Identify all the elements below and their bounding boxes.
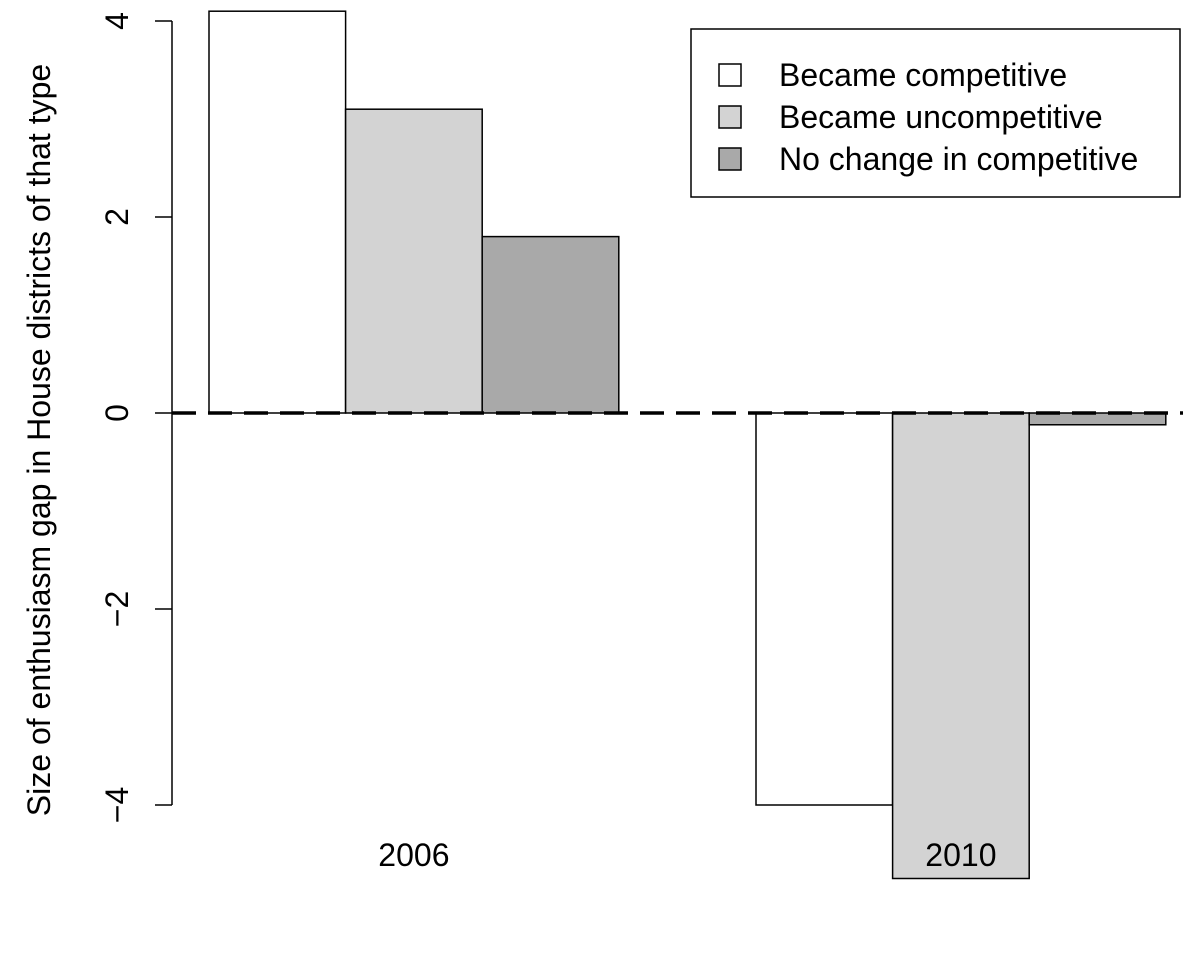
y-tick-label: −4 <box>99 787 135 823</box>
bar-2010-2 <box>1028 412 1167 426</box>
bar-2006-2 <box>481 235 620 414</box>
x-category-label: 2006 <box>378 837 449 873</box>
legend-box <box>690 28 1181 198</box>
legend-label: Became competitive <box>779 57 1067 93</box>
y-axis: −4 −2 0 2 4 <box>99 12 173 823</box>
y-tick-label: 2 <box>99 208 135 226</box>
y-tick-label: −2 <box>99 591 135 627</box>
y-tick-label: 0 <box>99 404 135 422</box>
y-tick-label: 4 <box>99 12 135 30</box>
legend-label: No change in competitive <box>779 141 1138 177</box>
x-category-label: 2010 <box>925 837 996 873</box>
legend-label: Became uncompetitive <box>779 99 1103 135</box>
x-axis-labels: 2006 2010 <box>378 837 996 873</box>
legend-swatch <box>718 147 742 171</box>
bar-2010-1 <box>891 412 1030 880</box>
legend-swatch <box>718 63 742 87</box>
legend-swatch <box>718 105 742 129</box>
y-axis-label: Size of enthusiasm gap in House district… <box>21 64 57 816</box>
bar-2010-0 <box>755 412 894 806</box>
bar-2006-1 <box>344 108 483 414</box>
legend: Became competitive Became uncompetitive No… <box>690 28 1181 198</box>
bar-2006-0 <box>208 10 347 414</box>
